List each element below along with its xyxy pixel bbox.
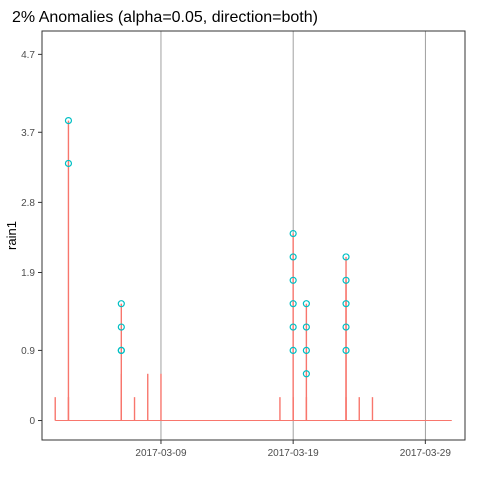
- anomaly-point: [289, 229, 297, 238]
- anomaly-point: [302, 346, 310, 355]
- anomaly-point: [342, 276, 350, 284]
- anomaly-point: [64, 159, 73, 168]
- anomaly-point: [289, 346, 297, 355]
- y-axis-title: rain1: [4, 221, 19, 250]
- anomaly-point: [289, 253, 297, 261]
- anomaly-point: [117, 346, 125, 355]
- y-tick-label: 0: [29, 416, 35, 427]
- plot-frame: [41, 30, 466, 441]
- anomaly-point: [117, 323, 125, 331]
- y-tick-label: 4.7: [21, 50, 35, 61]
- anomaly-point: [302, 323, 310, 331]
- anomaly-point: [302, 300, 310, 308]
- x-tick-label: 2017-03-09: [135, 448, 187, 459]
- anomaly-point: [342, 300, 350, 308]
- series-layer: [54, 120, 452, 422]
- anomaly-point: [342, 253, 350, 261]
- anomaly-point: [289, 323, 297, 331]
- chart-title: 2% Anomalies (alpha=0.05, direction=both…: [12, 9, 318, 26]
- y-tick-label: 2.8: [21, 198, 35, 209]
- x-tick-label: 2017-03-29: [400, 448, 452, 459]
- y-tick-label: 1.9: [21, 268, 35, 279]
- anomaly-point: [342, 323, 350, 331]
- anomaly-point: [289, 300, 297, 308]
- anomaly-point: [64, 116, 73, 125]
- anomaly-layer: [64, 116, 350, 378]
- axes-layer: 2017-03-09 2017-03-19 2017-03-29 0 0.9 1.9 2.8…: [21, 50, 451, 459]
- anomaly-point: [342, 346, 350, 355]
- anomaly-point: [117, 300, 125, 308]
- x-tick-label: 2017-03-19: [268, 448, 320, 459]
- y-tick-label: 3.7: [21, 128, 35, 139]
- y-tick-label: 0.9: [21, 346, 35, 357]
- anomaly-point: [302, 370, 310, 378]
- anomaly-point: [289, 276, 297, 284]
